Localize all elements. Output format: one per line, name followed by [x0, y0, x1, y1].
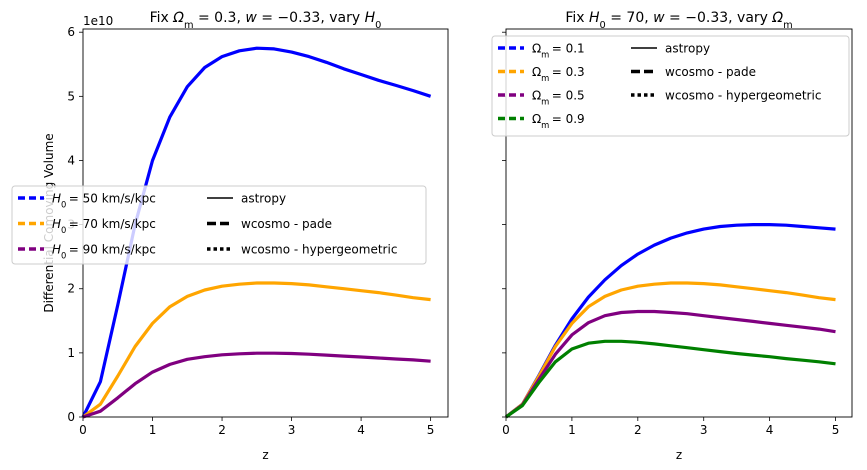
series-line-2 [505, 309, 836, 419]
x-tick-label: 1 [568, 423, 576, 437]
legend-label: wcosmo - pade [665, 65, 756, 79]
chart-title: Fix H0 = 70, w = −0.33, vary Ωm [565, 10, 792, 31]
x-axis-label: z [262, 448, 268, 462]
legend-label: astropy [665, 42, 710, 56]
x-axis-label: z [676, 448, 682, 462]
legend-label: H0 = 70 km/s/kpc [52, 217, 156, 235]
series-line-2 [82, 351, 431, 419]
x-tick-label: 3 [700, 423, 708, 437]
legend-label: wcosmo - hypergeometric [241, 243, 397, 257]
series-line-1 [505, 281, 836, 419]
series-line-0 [505, 223, 836, 419]
series-line-1 [82, 281, 431, 419]
y-tick-label: 6 [67, 25, 75, 39]
x-tick-label: 3 [288, 423, 296, 437]
legend: H0 = 50 km/s/kpc H0 = 70 km/s/kpc H0 = 90 … [11, 185, 427, 265]
legend-label: Ωm = 0.9 [532, 112, 585, 130]
legend-box [491, 35, 850, 137]
legend-label: astropy [241, 192, 286, 206]
legend-label: H0 = 50 km/s/kpc [52, 192, 156, 210]
y-tick-label: 5 [67, 89, 75, 103]
legend-label: wcosmo - hypergeometric [665, 89, 821, 103]
legend-label: Ωm = 0.3 [532, 65, 585, 83]
legend-label: Ωm = 0.1 [532, 42, 585, 60]
x-tick-label: 2 [634, 423, 642, 437]
y-tick-label: 2 [67, 282, 75, 296]
series-line-3 [505, 339, 836, 419]
legend: Ωm = 0.1 Ωm = 0.3 Ωm = 0.5 Ωm = 0.9 astropy w… [491, 35, 850, 137]
x-tick-label: 5 [832, 423, 840, 437]
y-scale-factor: 1e10 [83, 14, 113, 28]
right-panel: 0 1 2 3 4 5 Fix H0 = 70, w = −0.33, vary Ωm z Ωm… [491, 10, 853, 462]
x-tick-label: 1 [149, 423, 157, 437]
x-tick-label: 5 [427, 423, 435, 437]
chart-title: Fix Ωm = 0.3, w = −0.33, vary H0 [150, 10, 382, 31]
x-tick-label: 2 [218, 423, 226, 437]
y-tick-label: 0 [67, 410, 75, 424]
left-panel: 0123450123456Fix Ωm = 0.3, w = −0.33, va… [11, 10, 449, 462]
x-tick-label: 0 [79, 423, 87, 437]
y-tick-label: 4 [67, 153, 75, 167]
y-tick-label: 1 [67, 346, 75, 360]
legend-label: wcosmo - pade [241, 217, 332, 231]
x-tick-label: 0 [502, 423, 510, 437]
axes-frame [505, 28, 853, 418]
legend-label: Ωm = 0.5 [532, 89, 585, 107]
x-tick-label: 4 [766, 423, 774, 437]
legend-box [11, 185, 427, 265]
x-tick-label: 4 [357, 423, 365, 437]
legend-label: H0 = 90 km/s/kpc [52, 243, 156, 261]
